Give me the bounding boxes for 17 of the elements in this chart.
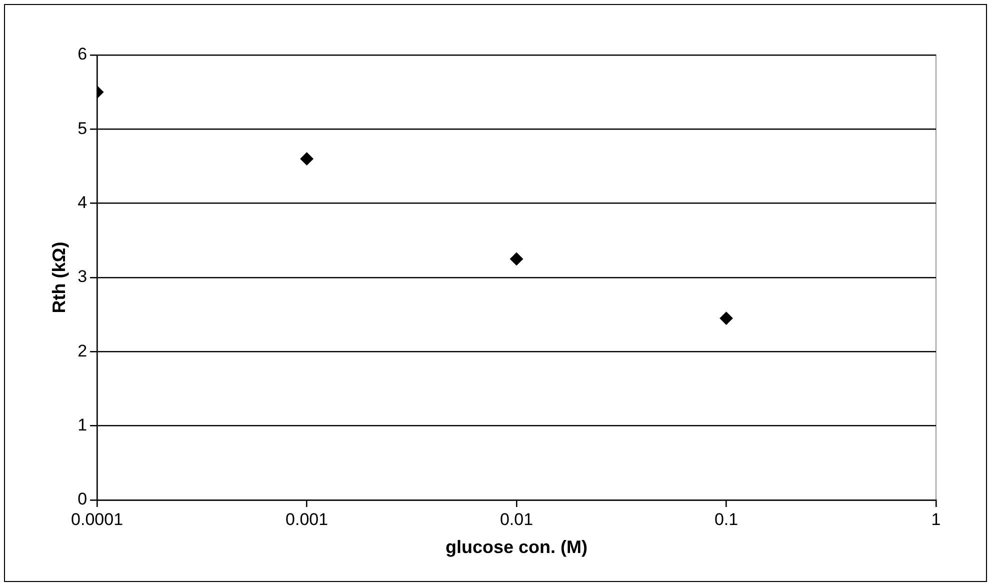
point bbox=[300, 152, 314, 166]
y-tick-label: 3 bbox=[78, 267, 88, 286]
point bbox=[510, 252, 524, 266]
x-tick-label: 0.1 bbox=[714, 510, 738, 529]
y-axis-title: Rth (kΩ) bbox=[48, 242, 69, 314]
y-tick-label: 6 bbox=[78, 44, 88, 64]
x-axis-title: glucose con. (M) bbox=[446, 537, 588, 558]
x-tick-label: 0.001 bbox=[286, 510, 328, 529]
y-tick-label: 5 bbox=[78, 118, 88, 138]
y-tick-label: 0 bbox=[78, 490, 88, 509]
x-tick-label: 0.01 bbox=[500, 510, 534, 529]
point bbox=[720, 312, 733, 325]
y-tick-label: 1 bbox=[78, 416, 88, 435]
x-tick-label: 0.0001 bbox=[71, 510, 124, 529]
y-tick-label: 2 bbox=[78, 341, 88, 360]
x-tick-label: 1 bbox=[931, 510, 941, 529]
y-tick-label: 4 bbox=[78, 193, 88, 212]
